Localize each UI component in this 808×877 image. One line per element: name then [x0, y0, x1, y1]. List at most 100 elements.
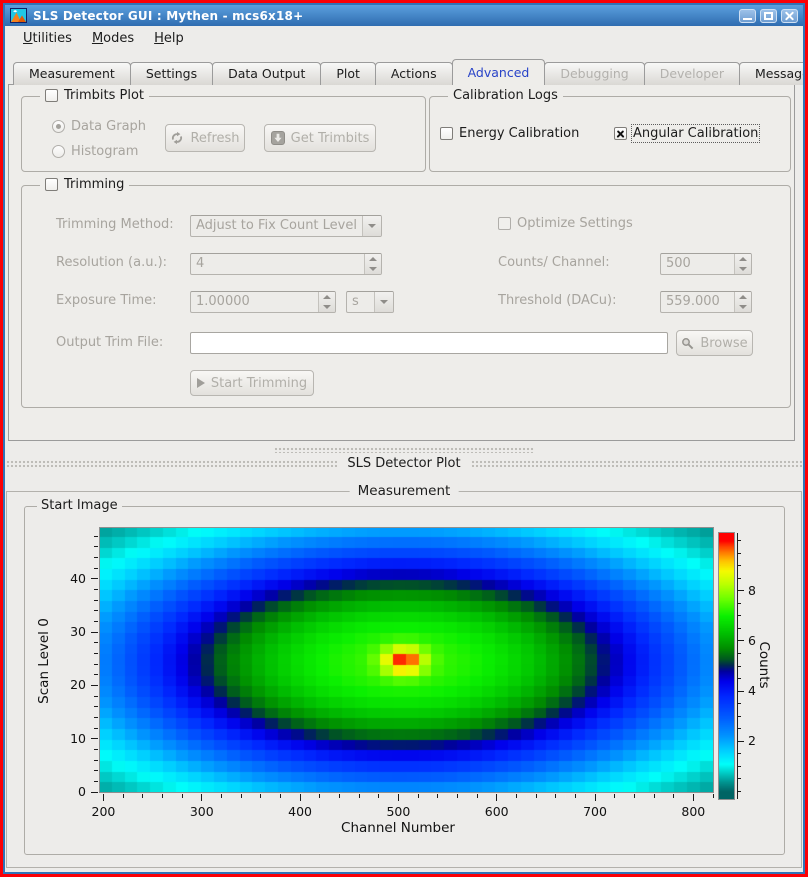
- y-tick: [91, 792, 98, 793]
- y-tick: [94, 536, 98, 537]
- x-tick-label: 200: [91, 804, 116, 819]
- output-trim-file-input[interactable]: [190, 332, 668, 354]
- menu-modes[interactable]: Modes: [91, 31, 135, 46]
- tab-data-output[interactable]: Data Output: [212, 62, 322, 85]
- minimize-button[interactable]: [739, 8, 756, 23]
- colorbar-frame: [718, 532, 735, 800]
- counts-per-channel-spinbox[interactable]: 500: [660, 253, 752, 275]
- y-tick: [94, 557, 98, 558]
- colorbar-tick: [737, 603, 741, 604]
- colorbar-tick-label: 2: [748, 733, 756, 749]
- x-tick: [496, 794, 497, 801]
- x-tick-label: 800: [681, 804, 706, 819]
- measurement-group: Measurement: [6, 483, 802, 868]
- x-tick: [575, 794, 576, 798]
- colorbar-tick: [737, 691, 744, 692]
- checkbox-checked-icon[interactable]: [614, 127, 627, 140]
- angular-calibration-checkbox-row[interactable]: Angular Calibration: [614, 124, 761, 143]
- spinner-arrows-icon[interactable]: [364, 254, 381, 274]
- optimize-settings-checkbox-row[interactable]: Optimize Settings: [498, 216, 633, 231]
- heatmap-frame: [99, 527, 714, 793]
- plot-dock-titlebar[interactable]: SLS Detector Plot: [6, 455, 803, 471]
- exposure-time-spinbox[interactable]: 1.00000: [190, 291, 336, 313]
- trimming-method-combobox[interactable]: Adjust to Fix Count Level: [190, 215, 382, 237]
- x-tick: [378, 794, 379, 798]
- titlebar[interactable]: SLS Detector GUI : Mythen - mcs6x18+: [5, 5, 803, 26]
- x-tick: [477, 794, 478, 798]
- colorbar-tick: [737, 590, 744, 591]
- x-tick: [201, 794, 202, 801]
- x-tick: [300, 794, 301, 801]
- x-tick: [182, 794, 183, 798]
- browse-button[interactable]: Browse: [676, 330, 753, 356]
- tab-actions[interactable]: Actions: [374, 62, 453, 85]
- checkbox-unchecked-icon[interactable]: [440, 127, 453, 140]
- checkbox-unchecked-icon[interactable]: [498, 217, 511, 230]
- x-tick: [359, 794, 360, 798]
- x-tick: [123, 794, 124, 798]
- tab-advanced[interactable]: Advanced: [451, 59, 546, 85]
- tab-settings[interactable]: Settings: [129, 62, 214, 85]
- maximize-button[interactable]: [760, 8, 777, 23]
- x-tick: [437, 794, 438, 798]
- x-tick-label: 300: [189, 804, 214, 819]
- splitter-handle[interactable]: [274, 447, 534, 453]
- histogram-radio[interactable]: Histogram: [52, 144, 138, 159]
- spinner-arrows-icon[interactable]: [734, 292, 751, 312]
- menu-utilities[interactable]: Utilities: [23, 31, 72, 46]
- exposure-unit-combobox[interactable]: s: [346, 291, 394, 313]
- angular-calibration-label: Angular Calibration: [630, 124, 761, 143]
- y-tick: [94, 781, 98, 782]
- y-tick: [91, 685, 98, 686]
- tab-plot[interactable]: Plot: [320, 62, 376, 85]
- x-tick: [713, 794, 714, 798]
- y-tick: [94, 600, 98, 601]
- tab-developer[interactable]: Developer: [643, 62, 741, 85]
- measurement-group-title: Measurement: [349, 483, 459, 499]
- window-title: SLS Detector GUI : Mythen - mcs6x18+: [33, 8, 304, 23]
- spinner-arrows-icon[interactable]: [318, 292, 335, 312]
- trimming-group-title[interactable]: Trimming: [40, 177, 130, 192]
- y-tick: [94, 760, 98, 761]
- trimming-method-label: Trimming Method:: [56, 217, 174, 232]
- tab-measurement[interactable]: Measurement: [13, 62, 131, 85]
- minimize-icon: [743, 17, 752, 20]
- colorbar-tick: [737, 678, 741, 679]
- tab-debugging[interactable]: Debugging: [544, 62, 645, 85]
- tab-messages[interactable]: Messages: [739, 62, 808, 85]
- calibration-logs-group: Calibration Logs Energy Calibration Angu…: [429, 88, 791, 172]
- resolution-spinbox[interactable]: 4: [190, 253, 382, 275]
- close-button[interactable]: [781, 8, 798, 23]
- exposure-time-label: Exposure Time:: [56, 293, 157, 308]
- start-trimming-button[interactable]: Start Trimming: [190, 370, 314, 396]
- x-tick: [280, 794, 281, 798]
- threshold-value: 559.000: [666, 294, 720, 309]
- menu-help[interactable]: Help: [154, 31, 184, 46]
- y-tick-label: 10: [70, 730, 86, 746]
- calibration-logs-label: Calibration Logs: [453, 88, 558, 103]
- data-graph-radio[interactable]: Data Graph: [52, 119, 146, 134]
- y-tick: [94, 674, 98, 675]
- energy-calibration-checkbox-row[interactable]: Energy Calibration: [440, 126, 579, 141]
- x-tick: [673, 794, 674, 798]
- trimming-checkbox-unchecked[interactable]: [45, 178, 58, 191]
- y-tick: [94, 546, 98, 547]
- trimbits-plot-checkbox-unchecked[interactable]: [45, 89, 58, 102]
- y-tick: [94, 589, 98, 590]
- x-tick: [142, 794, 143, 798]
- trimbits-plot-group-title[interactable]: Trimbits Plot: [40, 88, 150, 103]
- y-tick-label: 0: [78, 784, 86, 799]
- get-trimbits-button[interactable]: Get Trimbits: [264, 124, 376, 152]
- plot-dock-title: SLS Detector Plot: [347, 455, 461, 471]
- colorbar-tick: [737, 640, 744, 641]
- spinner-arrows-icon[interactable]: [734, 254, 751, 274]
- x-tick: [654, 794, 655, 798]
- exposure-time-value: 1.00000: [196, 294, 250, 309]
- y-tick: [94, 642, 98, 643]
- x-tick: [555, 794, 556, 798]
- refresh-button[interactable]: Refresh: [165, 124, 245, 152]
- colorbar-tick: [737, 791, 741, 792]
- threshold-spinbox[interactable]: 559.000: [660, 291, 752, 313]
- maximize-icon: [764, 11, 773, 20]
- heatmap-plot[interactable]: [100, 528, 713, 792]
